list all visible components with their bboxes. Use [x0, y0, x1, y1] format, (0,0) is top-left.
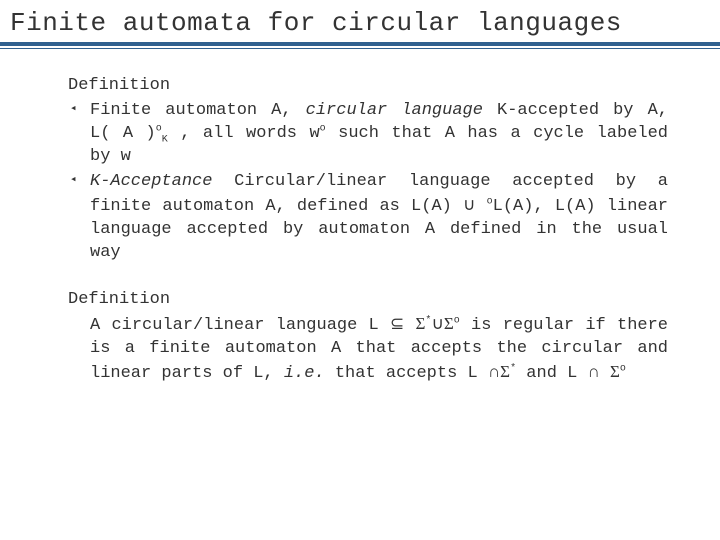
symbol: ∪	[463, 195, 475, 214]
symbol: Σ	[500, 362, 510, 381]
symbol: Σ	[610, 362, 620, 381]
definition-heading-1: Definition	[68, 75, 668, 98]
italic-run: circular language	[306, 101, 483, 120]
text-run	[475, 197, 486, 216]
symbol: ⊆	[390, 314, 404, 333]
italic-run: i.e.	[284, 364, 325, 383]
superscript: o	[620, 364, 626, 375]
text-run	[404, 316, 415, 335]
text-run: that accepts L	[325, 364, 488, 383]
title-block: Finite automata for circular languages	[0, 0, 720, 40]
text-run	[600, 364, 610, 383]
bullet-item-1: ◂ Finite automaton A, circular language …	[68, 100, 668, 169]
title-rule-thick	[0, 42, 720, 46]
bullet-icon: ◂	[70, 175, 77, 186]
symbol: ∩	[488, 362, 500, 381]
page-title: Finite automata for circular languages	[10, 8, 720, 40]
text-run: and L	[516, 364, 587, 383]
definition-body-2: A circular/linear language L ⊆ Σ*∪Σo is …	[68, 313, 668, 386]
body: Definition ◂ Finite automaton A, circula…	[0, 49, 720, 386]
symbol: Σ	[444, 314, 454, 333]
symbol: ∪	[431, 314, 443, 333]
symbol: ∩	[588, 362, 600, 381]
slide: Finite automata for circular languages D…	[0, 0, 720, 540]
bullet-icon: ◂	[70, 104, 77, 115]
text-run: , all words w	[168, 124, 320, 143]
symbol: Σ	[416, 314, 426, 333]
text-run: Finite automaton A,	[90, 101, 306, 120]
italic-run: K-Acceptance	[90, 172, 212, 191]
superscript: o	[156, 123, 162, 134]
spacer	[68, 267, 668, 289]
text-run: A circular/linear language L	[90, 316, 390, 335]
definition-heading-2: Definition	[68, 289, 668, 312]
bullet-item-2: ◂ K-Acceptance Circular/linear language …	[68, 171, 668, 265]
